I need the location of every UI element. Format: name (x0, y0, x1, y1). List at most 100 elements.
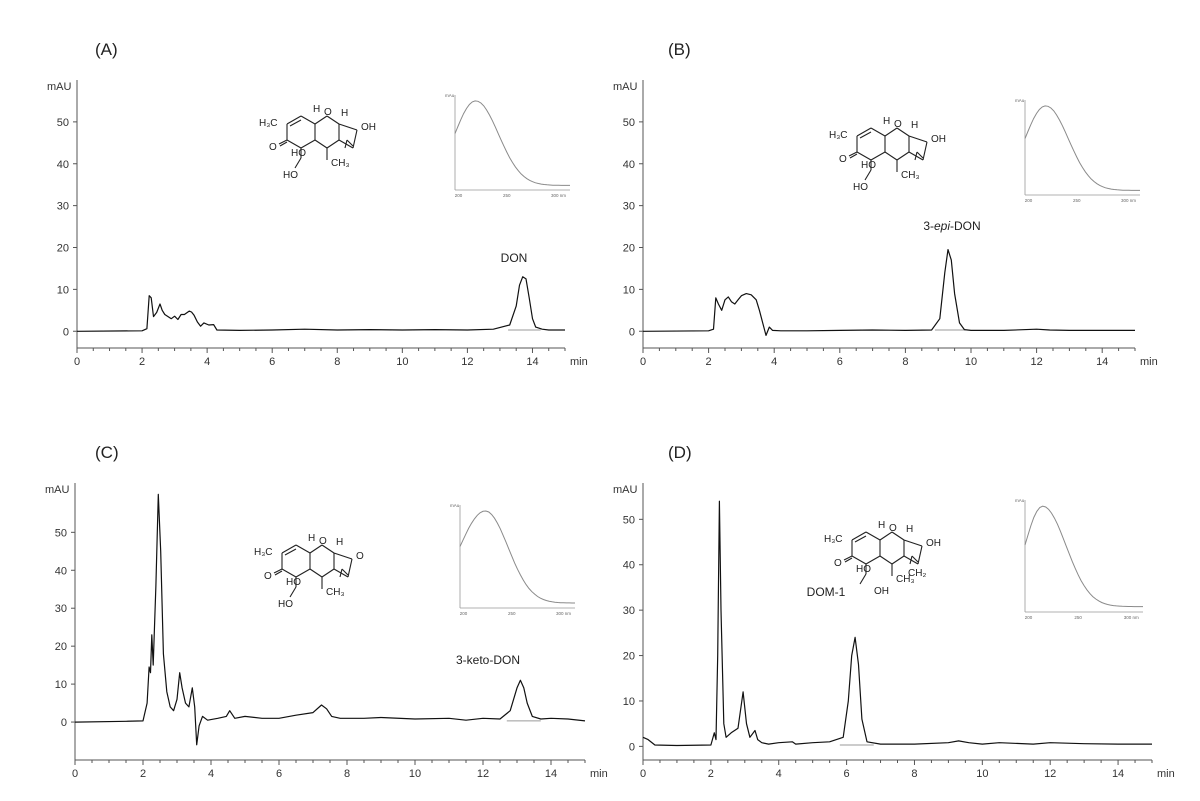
atom-label-ho-bottom: HO (853, 182, 868, 193)
bond (286, 139, 302, 149)
y-tick-label: 20 (623, 243, 635, 255)
inset-x-tick-label: 300 nm (1124, 615, 1139, 620)
atom-label-oh: OH (361, 122, 376, 133)
x-tick-label: 10 (976, 768, 988, 780)
y-tick-label: 30 (55, 603, 67, 615)
bond (339, 568, 343, 578)
bond (903, 539, 923, 547)
x-tick-label: 6 (837, 356, 843, 368)
bond (856, 127, 872, 137)
x-axis-label: min (570, 356, 588, 368)
atom-label-ch3: CH₃ (326, 587, 345, 598)
atom-label-h: H (308, 533, 315, 544)
atom-label-o-ring: O (324, 107, 332, 118)
bond (344, 139, 348, 149)
bond (341, 568, 349, 576)
x-tick-label: 8 (334, 356, 340, 368)
bond (314, 139, 328, 149)
atom-label-ho-bottom: HO (278, 599, 293, 610)
bond (870, 151, 886, 161)
x-tick-label: 14 (1096, 356, 1108, 368)
bond (309, 544, 323, 554)
y-tick-label: 30 (623, 605, 635, 617)
atom-label-o-ring: O (319, 536, 327, 547)
y-tick-label: 0 (629, 326, 635, 338)
y-tick-label: 50 (55, 527, 67, 539)
bond (326, 115, 340, 125)
atom-label-ho: HO (861, 160, 876, 171)
atom-label-o-keto: O (264, 571, 272, 582)
atom-label-h3c: H₃C (254, 547, 273, 558)
x-tick-label: 12 (477, 768, 489, 780)
x-tick-label: 2 (140, 768, 146, 780)
y-tick-label: 50 (57, 117, 69, 129)
peak-label: 3-epi-DON (923, 219, 980, 233)
x-tick-label: 0 (72, 768, 78, 780)
y-tick-label: 40 (57, 159, 69, 171)
bond (314, 115, 328, 125)
peak-label-part: epi (934, 219, 950, 233)
x-tick-label: 10 (409, 768, 421, 780)
uv-spectrum-inset: mAu 200 250 300 nm (1015, 98, 1140, 203)
bond (856, 151, 872, 161)
atom-label-h: H (883, 116, 890, 127)
bond (879, 555, 893, 565)
x-tick-label: 6 (269, 356, 275, 368)
bond (346, 139, 354, 147)
bond (896, 127, 910, 137)
y-axis-label: mAU (613, 81, 638, 93)
inset-x-tick-label: 200 (455, 193, 463, 198)
x-tick-label: 10 (396, 356, 408, 368)
inset-y-label: mAu (1015, 498, 1025, 503)
inset-x-tick-label: 200 (1025, 198, 1033, 203)
inset-x-tick-label: 250 (1074, 615, 1082, 620)
chromatogram-panel-b: (B) 0 10 20 30 40 50 mAU 0 2 4 6 8 10 12 14 min 3-epi-DON… (613, 40, 1158, 368)
x-tick-label: 8 (902, 356, 908, 368)
atom-label-h3c: H₃C (259, 118, 278, 129)
y-tick-label: 10 (623, 284, 635, 296)
x-tick-label: 4 (776, 768, 782, 780)
bond (865, 555, 881, 565)
chromatogram-trace (642, 249, 1135, 336)
bond (916, 151, 924, 159)
atom-label-oh: OH (926, 538, 941, 549)
bond (300, 115, 316, 125)
bond (865, 531, 881, 541)
y-tick-label: 0 (63, 326, 69, 338)
y-tick-label: 50 (623, 117, 635, 129)
inset-x-tick-label: 300 nm (551, 193, 566, 198)
y-axis-label: mAU (47, 81, 72, 93)
bond (279, 141, 288, 147)
bond (879, 531, 893, 541)
bond (309, 568, 323, 578)
atom-label-h-right: H (336, 537, 343, 548)
atom-label-h-right: H (911, 120, 918, 131)
x-axis-label: min (590, 768, 608, 780)
y-tick-label: 20 (55, 641, 67, 653)
y-tick-label: 20 (623, 651, 635, 663)
chromatogram-panel-a: (A) 0 10 20 30 40 50 mAU 0 2 4 6 8 10 12 14 min DON mAu 200… (47, 40, 588, 368)
bond (884, 151, 898, 161)
uv-spectrum-curve (1024, 505, 1143, 608)
uv-spectrum-curve (454, 100, 570, 186)
bond (352, 129, 358, 149)
bond (908, 135, 928, 143)
peak-label-part: 3- (923, 219, 934, 233)
x-tick-label: 6 (276, 768, 282, 780)
bond (295, 544, 311, 554)
x-tick-label: 8 (344, 768, 350, 780)
atom-label-o-keto: O (834, 558, 842, 569)
inset-x-tick-label: 200 (1025, 615, 1033, 620)
y-tick-label: 10 (57, 284, 69, 296)
bond (273, 568, 283, 574)
atom-label-h3c: H₃C (829, 130, 848, 141)
x-tick-label: 0 (74, 356, 80, 368)
peak-label-part: -DON (950, 219, 981, 233)
bond (917, 545, 923, 565)
bond (281, 544, 297, 554)
chromatogram-panel-c: (C) 0 10 20 30 40 50 mAU 0 2 4 6 8 10 12 14 min 3-keto-DO… (45, 443, 608, 780)
bond (854, 535, 867, 543)
bond (891, 555, 905, 565)
